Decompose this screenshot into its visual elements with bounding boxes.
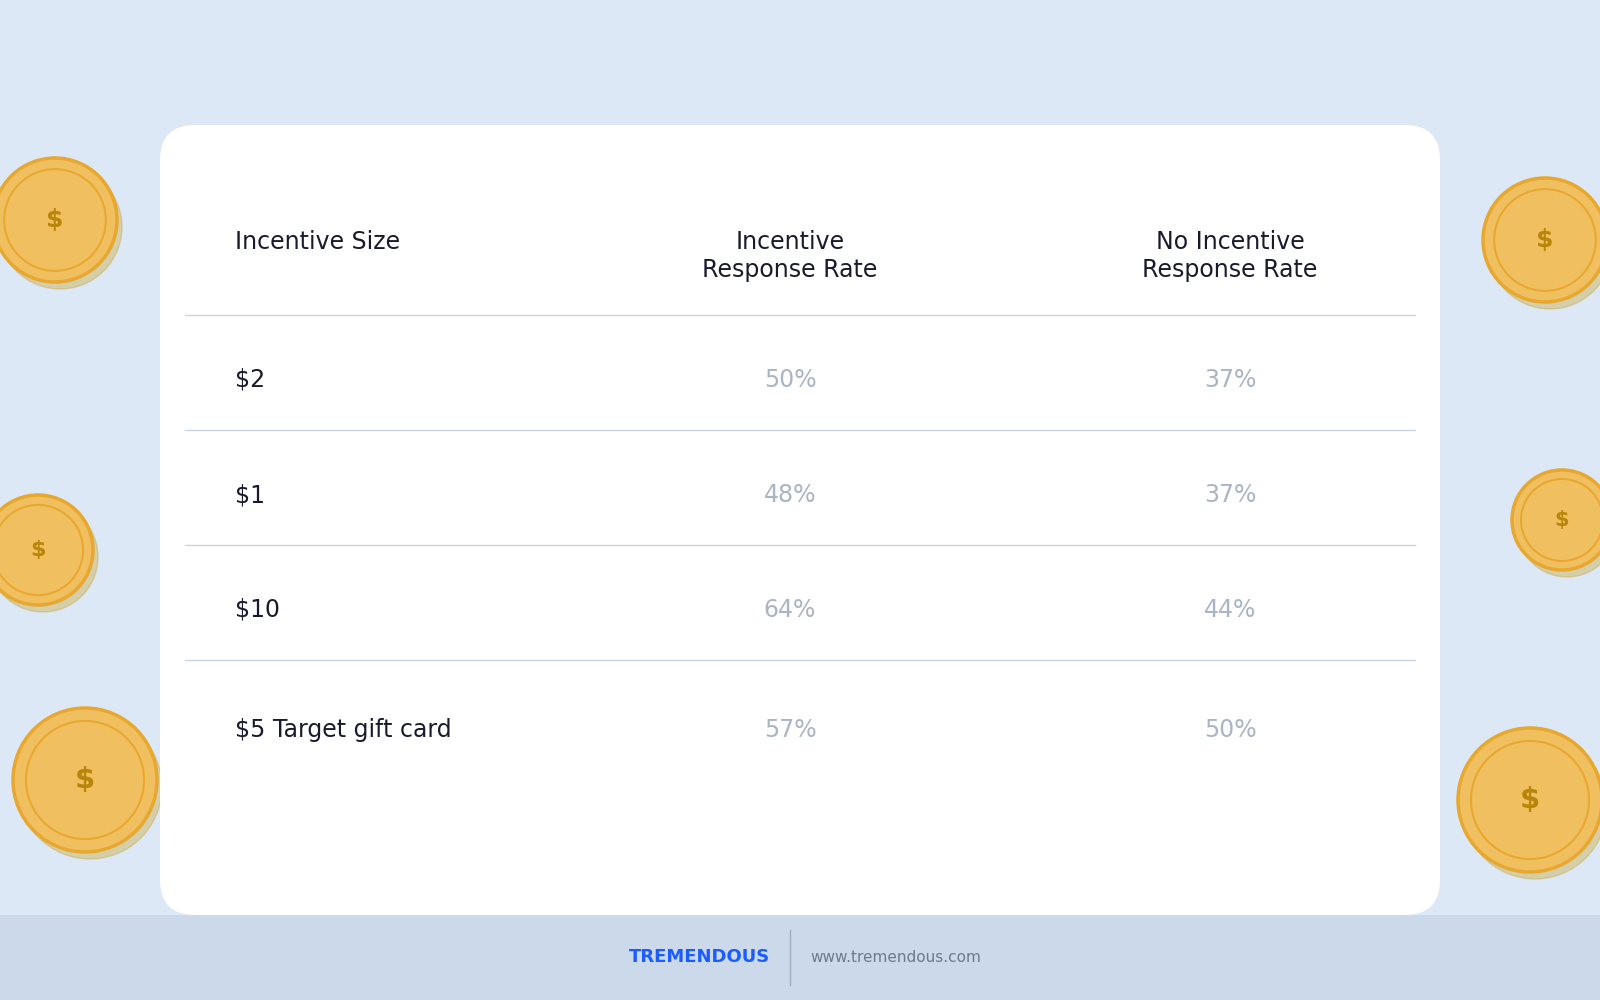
- Text: $: $: [30, 540, 46, 560]
- Text: $: $: [1520, 786, 1541, 814]
- Text: 37%: 37%: [1203, 483, 1256, 507]
- Circle shape: [13, 708, 157, 852]
- Text: $: $: [75, 766, 94, 794]
- Text: $: $: [46, 208, 64, 232]
- Text: 57%: 57%: [763, 718, 816, 742]
- Circle shape: [1512, 470, 1600, 570]
- Text: www.tremendous.com: www.tremendous.com: [810, 950, 981, 965]
- Text: TREMENDOUS: TREMENDOUS: [629, 948, 770, 966]
- Circle shape: [1458, 728, 1600, 872]
- Text: $1: $1: [235, 483, 266, 507]
- FancyBboxPatch shape: [160, 125, 1440, 915]
- Text: 37%: 37%: [1203, 368, 1256, 392]
- Bar: [0, 915, 1600, 1000]
- Text: Incentive
Response Rate: Incentive Response Rate: [702, 230, 878, 282]
- Text: $10: $10: [235, 598, 280, 622]
- Circle shape: [0, 502, 98, 612]
- Circle shape: [0, 165, 122, 289]
- Circle shape: [1488, 185, 1600, 309]
- Text: 50%: 50%: [763, 368, 816, 392]
- Text: 44%: 44%: [1203, 598, 1256, 622]
- Text: 50%: 50%: [1203, 718, 1256, 742]
- Circle shape: [18, 715, 162, 859]
- Circle shape: [1462, 735, 1600, 879]
- Text: $5 Target gift card: $5 Target gift card: [235, 718, 451, 742]
- Circle shape: [1517, 477, 1600, 577]
- Text: 48%: 48%: [763, 483, 816, 507]
- Text: Incentive Size: Incentive Size: [235, 230, 400, 254]
- Text: No Incentive
Response Rate: No Incentive Response Rate: [1142, 230, 1318, 282]
- Text: $: $: [1555, 510, 1570, 530]
- Text: 64%: 64%: [763, 598, 816, 622]
- Text: $: $: [1536, 228, 1554, 252]
- Circle shape: [0, 495, 93, 605]
- Circle shape: [0, 158, 117, 282]
- Text: $2: $2: [235, 368, 266, 392]
- Circle shape: [1483, 178, 1600, 302]
